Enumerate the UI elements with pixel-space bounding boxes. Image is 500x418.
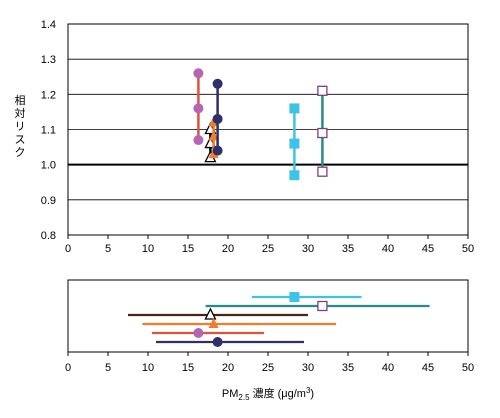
y-tick-label: 1.3: [41, 54, 56, 66]
y-axis-label: 相対リスク: [15, 94, 26, 159]
data-point: [289, 138, 300, 149]
data-point: [317, 127, 328, 139]
relative-risk-chart: 0.8 0.9 1.0 1.1 1.2 1.3 1.4 0 5 10 15 20 25 30 35 40 45 5…: [41, 19, 474, 255]
x-tick-label: 25: [262, 243, 274, 255]
x-tick-label: 15: [182, 243, 194, 255]
x-tick-label: 0: [65, 243, 71, 255]
x-axis-label: PM2.5 濃度 (μg/m3): [222, 386, 314, 402]
y-tick-label: 0.9: [41, 195, 56, 207]
x-tick-label: 20: [222, 243, 234, 255]
data-point: [193, 328, 204, 338]
data-point: [289, 170, 300, 181]
data-point: [193, 68, 204, 79]
data-point: [193, 135, 204, 146]
data-point: [212, 145, 223, 156]
x-tick-label: 30: [302, 243, 314, 255]
x-tick-label: 35: [342, 362, 354, 374]
y-tick-label: 1.4: [41, 19, 56, 31]
data-point: [317, 166, 328, 177]
x-tick-label: 40: [382, 362, 394, 374]
data-point: [208, 130, 219, 141]
y-tick-label: 0.8: [41, 230, 56, 242]
data-point: [289, 103, 300, 114]
y-tick-label: 1.0: [41, 160, 56, 172]
y-tick-label: 1.1: [41, 125, 56, 137]
data-point: [208, 318, 219, 328]
data-point: [212, 337, 223, 347]
data-point: [212, 113, 223, 124]
data-point: [193, 103, 204, 114]
x-tick-label: 45: [422, 243, 434, 255]
x-tick-label: 5: [105, 362, 111, 374]
x-tick-label: 20: [222, 362, 234, 374]
y-tick-label: 1.2: [41, 89, 56, 101]
data-point: [317, 85, 328, 96]
x-tick-label: 30: [302, 362, 314, 374]
x-tick-label: 45: [422, 362, 434, 374]
data-point: [289, 292, 300, 302]
x-tick-label: 50: [462, 243, 474, 255]
x-tick-label: 40: [382, 243, 394, 255]
x-tick-label: 10: [142, 362, 154, 374]
data-point: [212, 78, 223, 89]
data-point: [317, 300, 328, 312]
pm25-concentration-chart: 0 5 10 15 20 25 30 35 40 45 50: [65, 279, 474, 374]
x-tick-label: 5: [105, 243, 111, 255]
x-tick-label: 10: [142, 243, 154, 255]
x-tick-label: 50: [462, 362, 474, 374]
x-tick-label: 0: [65, 362, 71, 374]
x-tick-label: 25: [262, 362, 274, 374]
x-tick-label: 35: [342, 243, 354, 255]
x-tick-label: 15: [182, 362, 194, 374]
data-point: [204, 307, 217, 320]
